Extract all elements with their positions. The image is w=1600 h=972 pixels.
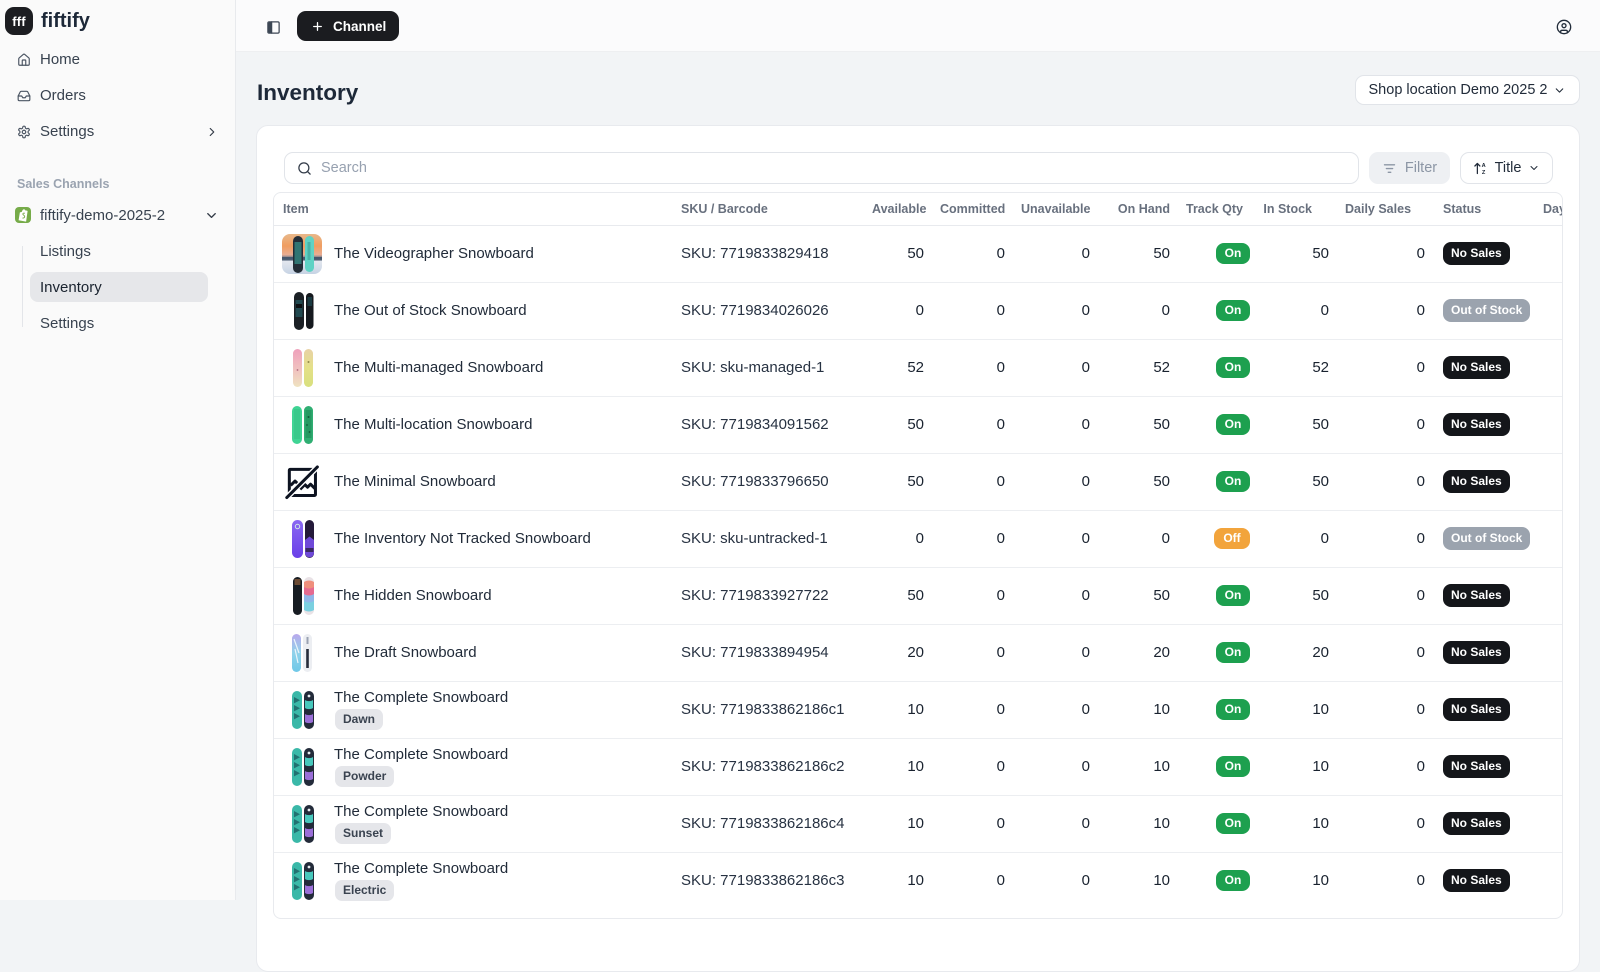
svg-text:A: A: [1481, 162, 1485, 168]
svg-text:Z: Z: [1481, 170, 1485, 176]
